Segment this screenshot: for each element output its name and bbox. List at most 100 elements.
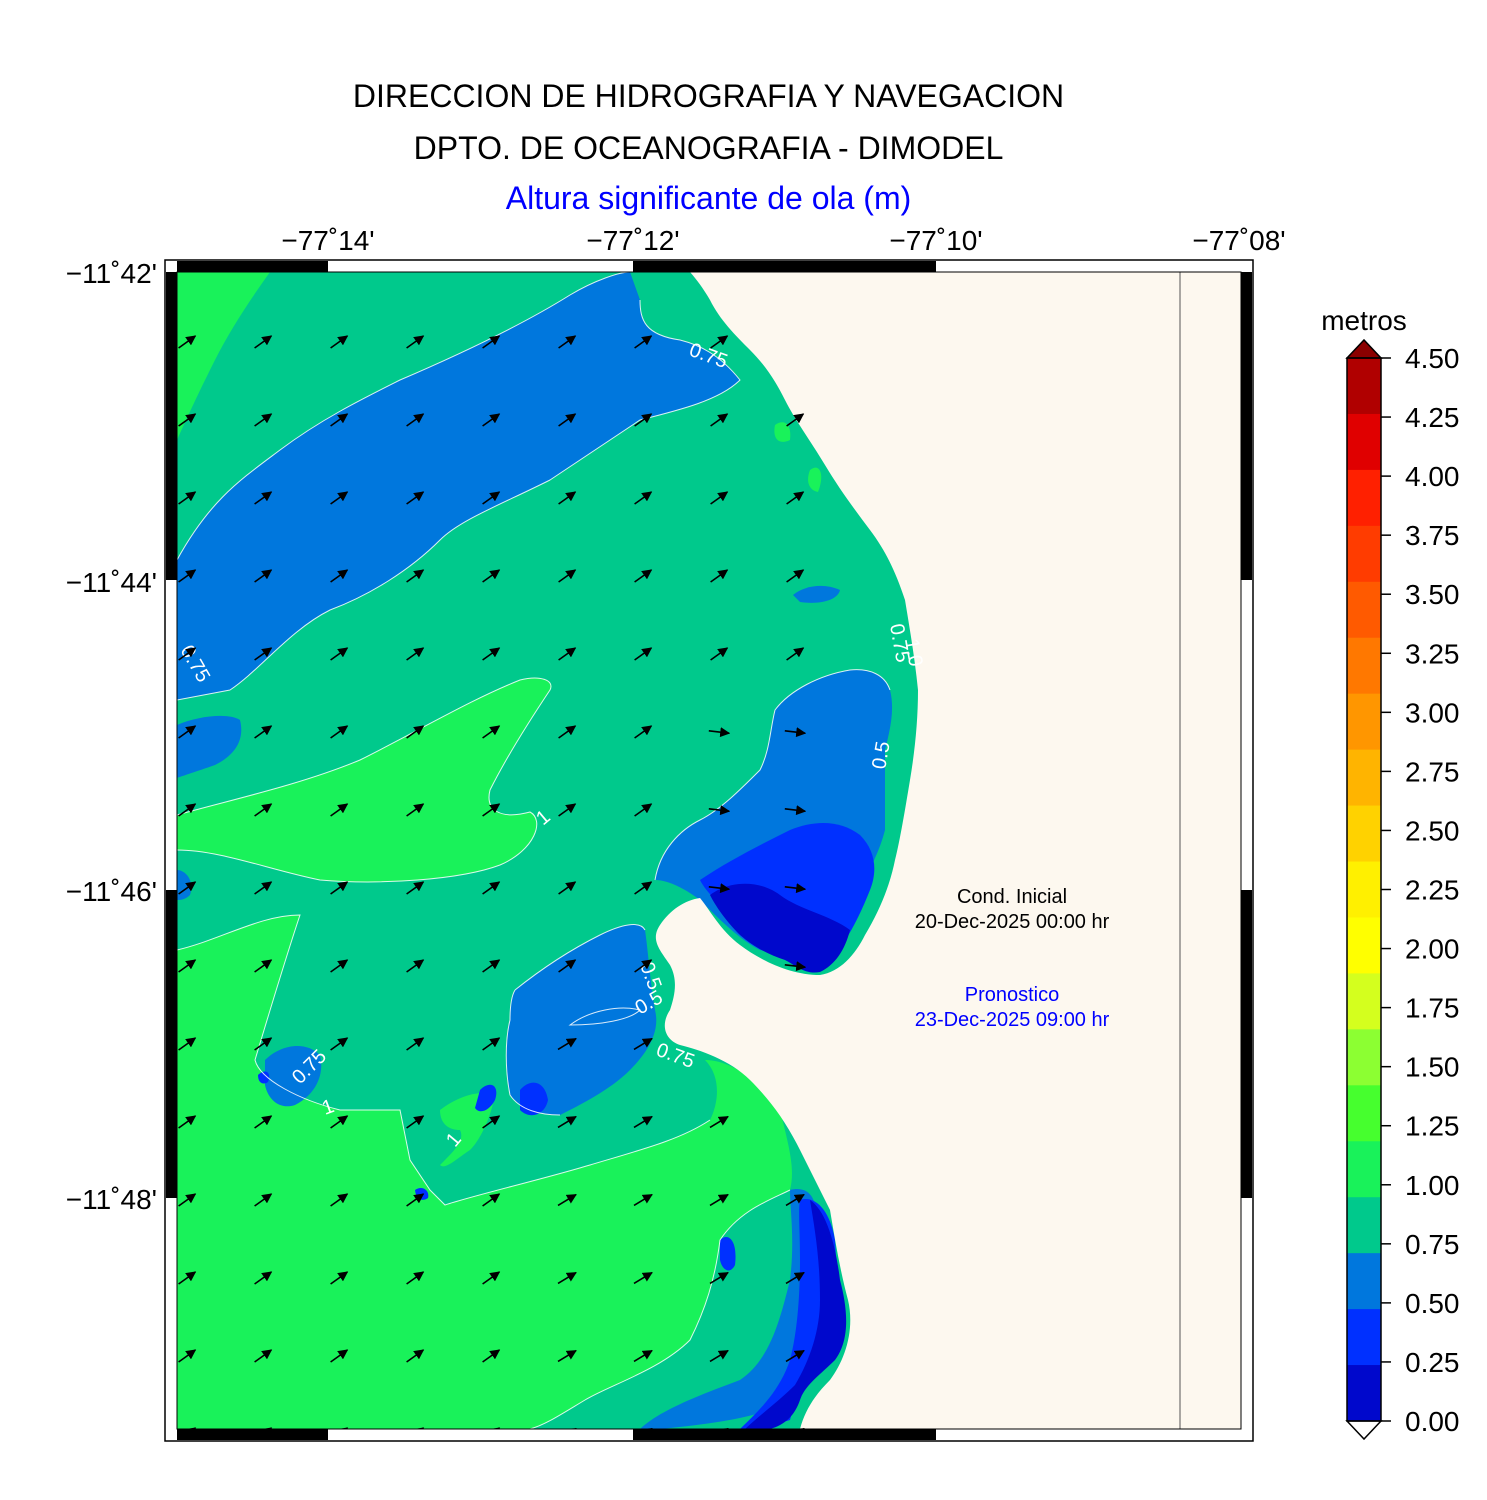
wave-arrow — [482, 1271, 501, 1285]
wave-arrow — [178, 1193, 197, 1207]
colorbar-swatch — [1347, 1029, 1381, 1086]
wave-arrow — [482, 491, 501, 505]
colorbar-swatch — [1347, 469, 1381, 527]
colorbar-swatches — [1347, 358, 1381, 1422]
colorbar-label: 3.25 — [1405, 638, 1460, 669]
colorbar-label: 0.25 — [1405, 1347, 1460, 1378]
wave-band-100-125-islet — [440, 1093, 495, 1167]
wave-arrow — [254, 491, 273, 505]
wave-arrow — [482, 881, 501, 895]
wave-arrow — [330, 647, 349, 661]
wave-band-100-125-mid — [177, 678, 551, 882]
lat-tick-label: −11˚42' — [66, 258, 157, 289]
wave-arrow — [708, 727, 731, 738]
wave-arrow — [178, 881, 197, 895]
wave-arrow — [330, 491, 349, 505]
wave-arrow — [330, 1349, 349, 1363]
colorbar-label: 1.25 — [1405, 1111, 1460, 1142]
wave-arrow — [785, 1349, 805, 1363]
wave-arrow — [254, 725, 273, 739]
contour-lines — [177, 272, 891, 1429]
colorbar-swatch — [1347, 1141, 1381, 1198]
wave-arrow — [406, 491, 425, 505]
contour-075-nw-lower — [177, 299, 741, 701]
wave-arrow — [406, 1193, 425, 1207]
wave-arrow — [178, 959, 197, 973]
wave-arrow — [482, 413, 501, 427]
colorbar-swatch — [1347, 581, 1381, 639]
wave-arrow — [786, 491, 805, 505]
frame-right-bar — [1241, 272, 1252, 580]
wave-band-000-025-south — [745, 1200, 847, 1429]
contour-label: 0.5 — [868, 740, 894, 771]
wave-arrow — [557, 1349, 577, 1363]
wave-arrow — [330, 569, 349, 583]
colorbar-label: 2.25 — [1405, 875, 1460, 906]
wave-arrow — [482, 569, 501, 583]
contour-100-mid — [177, 677, 552, 883]
wave-arrow — [558, 647, 577, 661]
wave-arrow — [710, 647, 729, 661]
map-frame — [164, 259, 1254, 1442]
wave-direction-arrows — [178, 335, 807, 1429]
wave-arrow — [634, 491, 653, 505]
wave-arrow — [330, 413, 349, 427]
frame-bottom-bar — [177, 1429, 328, 1440]
contour-100-south — [529, 1189, 791, 1429]
wave-arrow — [558, 569, 577, 583]
colorbar-swatch — [1347, 525, 1381, 583]
wave-arrow — [557, 1115, 577, 1129]
wave-arrow — [633, 1037, 653, 1051]
wave-arrow — [784, 805, 807, 816]
colorbar-label: 2.00 — [1405, 934, 1460, 965]
lon-tick-label: −77˚14' — [281, 225, 374, 256]
colorbar-swatch — [1347, 805, 1381, 863]
colorbar-labels: 4.50 4.25 4.00 3.75 3.50 3.25 3.00 2.75 2.50 2.25… — [1381, 343, 1460, 1437]
wave-arrow — [178, 491, 197, 505]
wave-arrow — [786, 569, 805, 583]
wave-arrow — [558, 335, 577, 349]
wave-arrow — [178, 647, 197, 661]
wave-band-050-075-small — [793, 585, 840, 603]
wave-arrow — [634, 725, 653, 739]
colorbar-swatch — [1347, 693, 1381, 751]
colorbar-swatch — [1347, 413, 1381, 471]
wave-arrow — [254, 1115, 273, 1129]
wave-arrow — [785, 1271, 805, 1285]
wave-arrow — [709, 1349, 729, 1363]
run-info: Cond. Inicial 20-Dec-2025 00:00 hr Prono… — [915, 886, 1110, 1031]
wave-arrow — [710, 335, 729, 349]
wave-arrow — [330, 881, 349, 895]
wave-arrow — [709, 1115, 729, 1129]
wave-arrow — [406, 335, 425, 349]
wave-arrow — [482, 1193, 501, 1207]
contour-100-sw — [177, 914, 711, 1206]
wave-arrow — [709, 1193, 729, 1207]
wave-arrow — [786, 413, 805, 427]
map-area[interactable]: 0.75 0.75 0.75 0.5 0.5 0.5 0.75 1 0.75 1… — [176, 272, 1241, 1440]
initial-condition-label: Cond. Inicial — [957, 886, 1067, 908]
wave-arrow — [254, 803, 273, 817]
wave-arrow — [406, 803, 425, 817]
colorbar-unit: metros — [1321, 305, 1407, 336]
colorbar-swatch — [1347, 358, 1381, 415]
wave-arrow — [784, 961, 807, 972]
wave-arrow — [254, 881, 273, 895]
colorbar-swatch — [1347, 973, 1381, 1030]
wave-arrow — [406, 1349, 425, 1363]
frame-top-bar — [633, 261, 936, 272]
wave-arrow — [406, 1271, 425, 1285]
wave-arrow — [558, 881, 577, 895]
wave-arrow — [406, 881, 425, 895]
wave-arrow — [558, 725, 577, 739]
frame-left-bar — [166, 890, 177, 1198]
frame-left-bar — [166, 272, 177, 580]
wave-band-050-075-nw — [177, 272, 740, 700]
org-title: DIRECCION DE HIDROGRAFIA Y NAVEGACION — [352, 78, 1065, 114]
wave-band-050-075-islet-sw — [265, 1045, 322, 1107]
wave-arrow — [406, 647, 425, 661]
wave-arrow — [708, 805, 731, 816]
colorbar-swatch — [1347, 861, 1381, 918]
colorbar-swatch — [1347, 749, 1381, 807]
lon-tick-label: −77˚08' — [1192, 225, 1285, 256]
